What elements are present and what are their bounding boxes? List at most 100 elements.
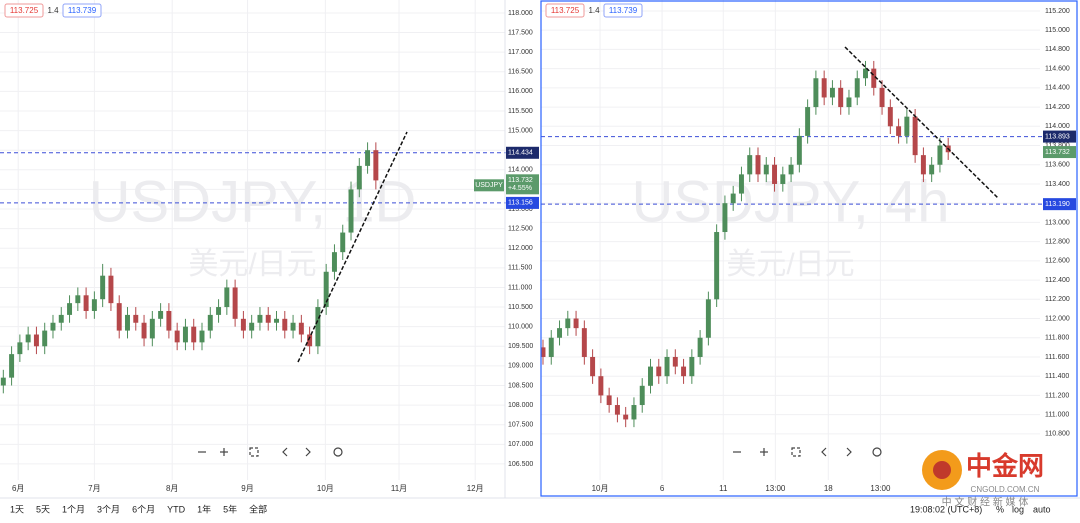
candle-body [274, 318, 279, 323]
candle-body [67, 303, 73, 315]
candle-body [672, 356, 678, 367]
candle-body [664, 356, 670, 377]
level-label: 113.893 [1045, 133, 1070, 140]
candle-body [689, 356, 695, 377]
range-button[interactable]: YTD [167, 504, 186, 514]
x-tick-label: 13:00 [870, 484, 891, 493]
level-label: 114.434 [508, 150, 533, 157]
candle-body [557, 328, 563, 338]
range-button[interactable]: 1天 [10, 504, 24, 514]
spread: 1.4 [47, 6, 59, 15]
candle-body [796, 135, 802, 165]
auto-toggle[interactable]: auto [1033, 504, 1051, 514]
range-button[interactable]: 1个月 [62, 504, 85, 514]
candle-body [356, 165, 362, 190]
x-tick-label: 11 [719, 484, 728, 493]
x-tick-label: 12月 [467, 484, 484, 493]
ask-box [603, 3, 643, 18]
percent-toggle[interactable]: % [996, 504, 1004, 514]
y-tick-label: 112.000 [1045, 315, 1070, 322]
y-tick-label: 111.200 [1045, 392, 1069, 399]
y-tick-label: 115.000 [1045, 27, 1070, 34]
y-tick-label: 111.400 [1045, 373, 1069, 380]
ask: 113.739 [609, 6, 638, 15]
symbol-tag [474, 179, 504, 192]
candle-body [747, 155, 753, 175]
x-tick-label: 10月 [592, 484, 609, 493]
last-price: 113.732 [508, 177, 533, 184]
range-button[interactable]: 3个月 [97, 504, 120, 514]
candle-body [174, 330, 180, 343]
y-tick-label: 114.800 [1045, 46, 1070, 53]
candle-body [257, 314, 263, 323]
logo-slogan: 中 文 财 经 新 媒 体 [942, 496, 1029, 509]
x-tick-label: 18 [824, 484, 833, 493]
range-button[interactable]: 5天 [36, 504, 50, 514]
y-tick-label: 115.000 [508, 127, 533, 134]
candle-body [606, 395, 612, 406]
y-tick-label: 114.600 [1045, 65, 1070, 72]
candle-body [846, 97, 852, 108]
logo-icon-inner [933, 461, 951, 479]
candle-body [315, 307, 321, 347]
candle-body [904, 116, 910, 136]
range-button[interactable]: 6个月 [132, 504, 155, 514]
candle-body [648, 366, 653, 386]
y-tick-label: 114.000 [1045, 123, 1070, 130]
candle-body [42, 330, 48, 347]
candle-body [83, 295, 89, 311]
range-button[interactable]: 全部 [249, 503, 267, 514]
candle-body [158, 310, 164, 319]
y-tick-label: 111.600 [1045, 354, 1069, 361]
y-tick-label: 112.600 [1045, 258, 1070, 265]
candle-body [681, 366, 687, 377]
candle-body [290, 322, 296, 331]
range-button[interactable]: 1年 [197, 503, 211, 514]
candle-body [282, 318, 288, 331]
trend-line [297, 131, 408, 363]
candle-body [50, 322, 56, 331]
zoom-controls[interactable] [198, 447, 882, 457]
candle-body [232, 287, 238, 319]
candle-body [639, 385, 645, 406]
candle-body [879, 87, 885, 108]
y-tick-label: 113.000 [1045, 219, 1070, 226]
candle-body [133, 314, 139, 323]
candle-body [91, 299, 97, 311]
candle-body [9, 354, 15, 378]
bid-box [4, 3, 44, 18]
y-tick-label: 110.000 [508, 324, 533, 331]
active-panel-border [540, 0, 1078, 497]
candle-body [365, 150, 371, 166]
candle-body [307, 334, 313, 347]
range-button[interactable]: 5年 [223, 503, 237, 514]
candle-body [929, 164, 935, 175]
logo-name: 中金网 [966, 451, 1044, 481]
candle-body [100, 275, 106, 300]
bid: 113.725 [551, 6, 580, 15]
y-tick-label: 112.000 [508, 245, 533, 252]
candle-body [722, 203, 728, 233]
y-tick-label: 113.800 [1045, 142, 1070, 149]
y-tick-label: 115.200 [1045, 8, 1070, 15]
y-tick-label: 112.500 [508, 225, 533, 232]
watermark-sub: 美元/日元 [188, 248, 316, 281]
bid-box [545, 3, 585, 18]
watermark-sub: 美元/日元 [726, 248, 854, 281]
y-tick-label: 115.500 [508, 108, 533, 115]
candle-body [125, 314, 130, 331]
y-tick-label: 111.000 [1045, 411, 1069, 418]
candle-body [33, 334, 39, 347]
level-label: 113.156 [508, 200, 533, 207]
log-toggle[interactable]: log [1012, 504, 1024, 514]
y-tick-label: 113.400 [1045, 181, 1070, 188]
watermark: USDJPY, 4h [631, 169, 949, 234]
candle-body [813, 78, 819, 108]
x-tick-label: 8月 [166, 484, 178, 493]
level-tag [506, 146, 539, 159]
candle-body [0, 377, 6, 386]
watermark: USDJPY, 1D [89, 169, 417, 234]
candle-body [323, 271, 329, 308]
candle-body [772, 164, 778, 184]
